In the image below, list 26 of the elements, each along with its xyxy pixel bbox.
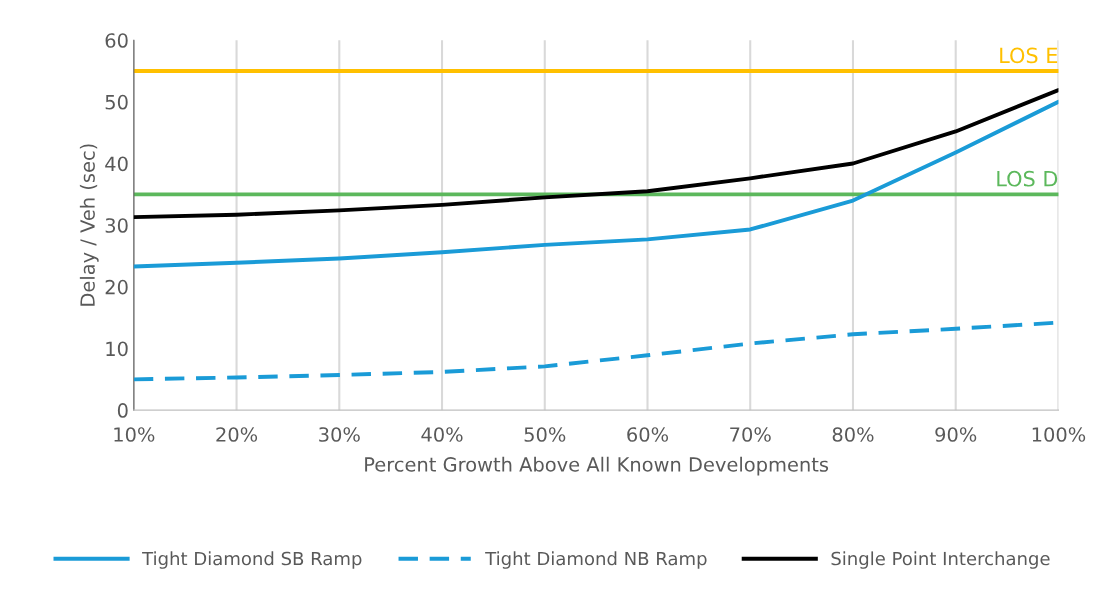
x-tick-label: 70% [730,427,771,442]
y-axis-title: Delay / Veh (sec) [79,144,99,306]
legend-label: Tight Diamond NB Ramp [485,551,707,569]
x-tick-label: 30% [319,427,360,442]
ref-line-label: LOS E [1000,47,1058,64]
y-tick-label: 60 [105,33,128,48]
legend-label: Tight Diamond SB Ramp [142,551,362,569]
x-tick-label: 10% [114,427,155,442]
y-tick-label: 40 [105,156,128,172]
x-tick-label: 80% [832,427,874,442]
y-tick-label: 30 [105,218,128,233]
x-axis-title: Percent Growth Above All Known Developments [365,456,829,476]
x-tick-label: 90% [935,427,977,442]
x-tick-label: 40% [421,427,463,442]
x-tick-label: 20% [216,427,258,442]
y-tick-label: 0 [117,403,128,418]
legend-label: Single Point Interchange [831,551,1050,569]
y-tick-label: 10 [106,341,128,357]
x-tick-label: 50% [524,427,566,442]
y-tick-label: 20 [105,279,128,295]
x-tick-label: 100% [1032,427,1086,442]
y-tick-label: 50 [105,94,128,110]
ref-line-label: LOS D [997,170,1058,187]
line-series [133,88,1059,220]
x-tick-label: 60% [627,427,669,442]
line-series [133,99,1059,269]
